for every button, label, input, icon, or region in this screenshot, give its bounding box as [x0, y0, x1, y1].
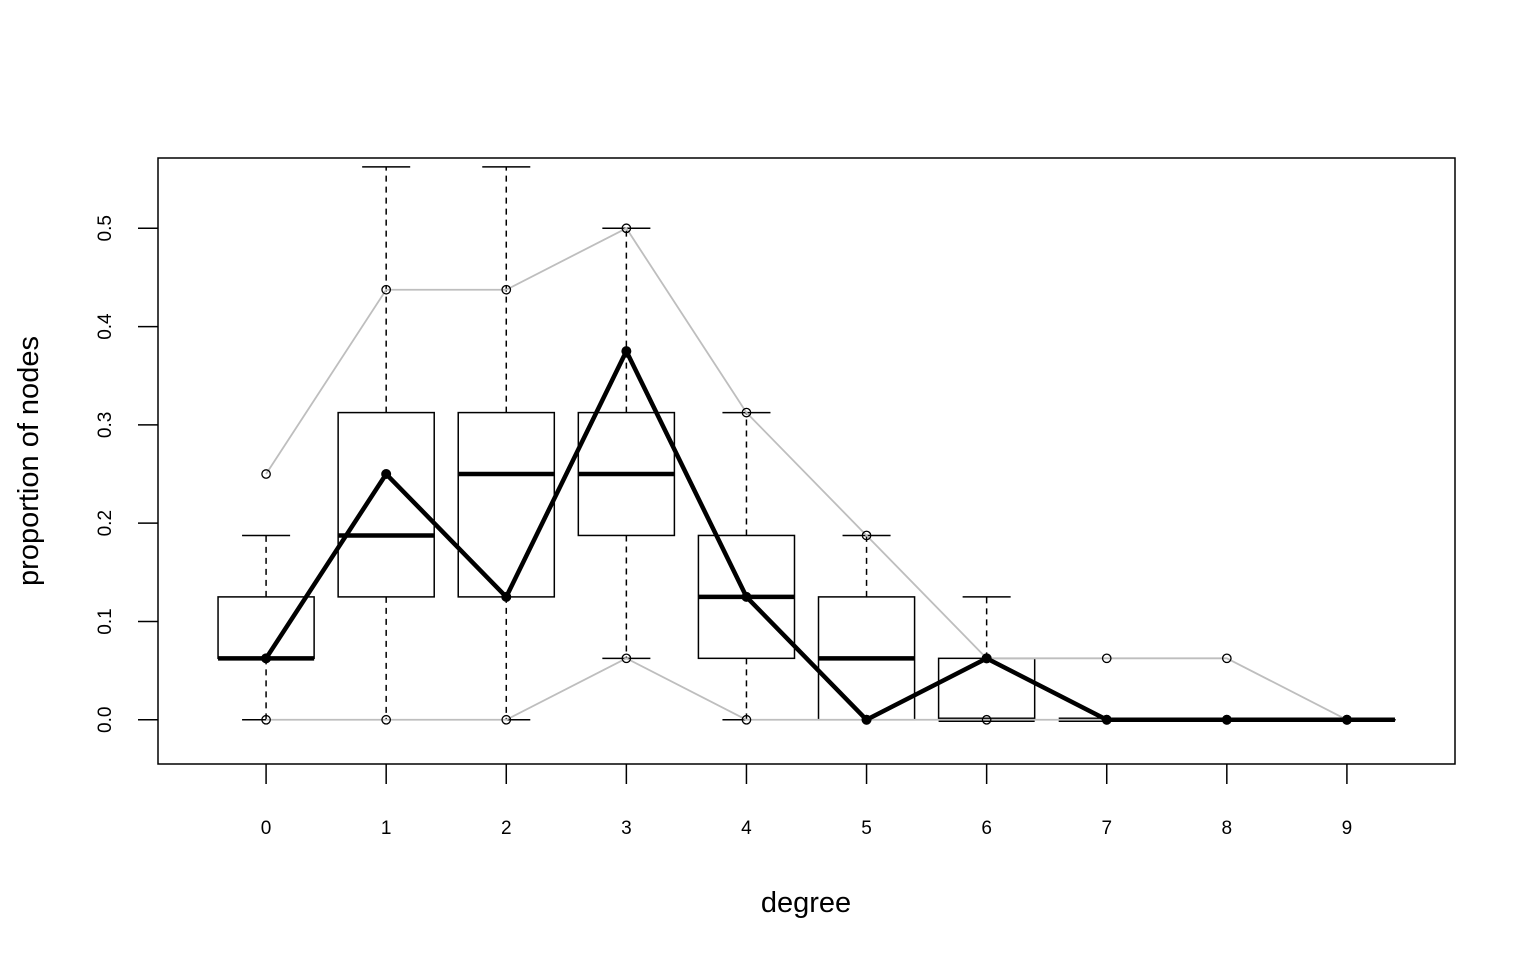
series-layer [261, 223, 1352, 725]
x-tick-label-8: 8 [1222, 818, 1233, 839]
series-point-degree-4 [741, 714, 752, 725]
axes-layer: 0 1 2 3 4 5 6 7 8 9 0.0 0.1 0.2 0.3 0.4 0.5 [95, 215, 1352, 839]
x-tick-label-0: 0 [261, 818, 272, 839]
series-point-degree-8 [1221, 653, 1232, 664]
series-point-degree-1 [381, 469, 392, 480]
series-point-degree-3 [621, 653, 632, 664]
series-point-degree-9 [1341, 714, 1352, 725]
series-point-degree-8 [1221, 714, 1232, 725]
y-tick-label-2: 0.2 [95, 510, 116, 536]
series-point-degree-1 [381, 284, 392, 295]
series-line [264, 348, 1347, 723]
box-iqr [337, 411, 435, 598]
x-tick-label-1: 1 [381, 818, 392, 839]
y-tick-label-0: 0.0 [95, 707, 116, 733]
x-tick-label-5: 5 [861, 818, 872, 839]
series-point-degree-7 [1101, 714, 1112, 725]
series-point-degree-3 [621, 346, 632, 357]
y-tick-label-4: 0.4 [95, 313, 116, 340]
y-axis-title: proportion of nodes [13, 336, 45, 586]
series-point-degree-1 [381, 714, 392, 725]
x-tick-label-4: 4 [741, 818, 752, 839]
series-point-degree-4 [741, 591, 752, 602]
x-tick-label-3: 3 [621, 818, 632, 839]
y-tick-label-5: 0.5 [95, 215, 116, 241]
series-observed-bold-black [261, 346, 1352, 725]
series-point-degree-6 [981, 653, 992, 664]
x-tick-label-9: 9 [1342, 818, 1353, 839]
series-point-degree-0 [261, 653, 272, 664]
series-point-degree-5 [861, 714, 872, 725]
series-point-degree-0 [261, 714, 271, 725]
x-tick-label-2: 2 [501, 818, 512, 839]
y-tick-label-3: 0.3 [95, 412, 116, 438]
x-tick-label-6: 6 [981, 818, 992, 839]
series-point-degree-7 [1101, 653, 1112, 664]
series-line [265, 227, 1348, 721]
series-point-degree-2 [501, 284, 512, 295]
series-point-degree-6 [981, 714, 992, 725]
series-point-degree-0 [261, 469, 271, 479]
x-axis-title: degree [761, 887, 851, 919]
series-point-degree-3 [621, 223, 632, 234]
plot-frame [157, 157, 1456, 765]
series-point-degree-5 [861, 530, 872, 541]
x-tick-label-7: 7 [1101, 818, 1112, 839]
series-point-degree-2 [501, 714, 512, 725]
series-point-degree-4 [741, 407, 752, 418]
y-tick-label-1: 0.1 [95, 608, 116, 634]
series-point-degree-2 [501, 591, 512, 602]
